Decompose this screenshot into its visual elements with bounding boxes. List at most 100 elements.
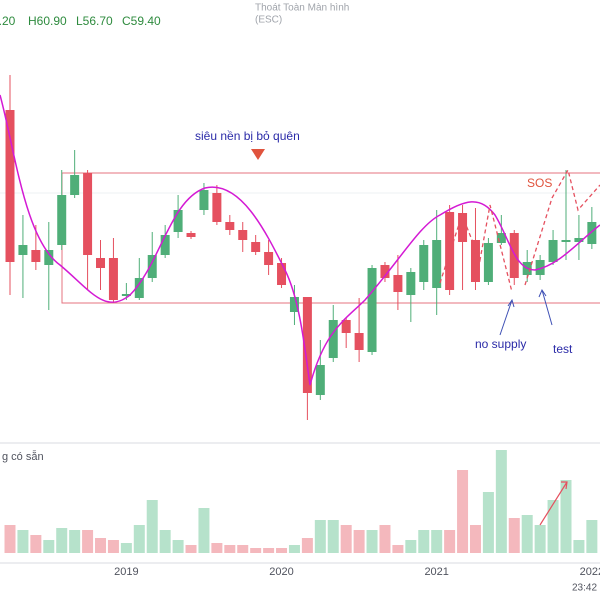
volume-bar xyxy=(314,520,326,553)
volume-bar xyxy=(133,525,145,553)
candle-body xyxy=(212,193,222,222)
candle-body xyxy=(328,320,338,358)
volume-bar xyxy=(276,548,288,553)
volume-bar xyxy=(250,548,262,553)
ohlc-close: C59.40 xyxy=(122,14,161,28)
volume-bar xyxy=(573,540,585,553)
volume-bar xyxy=(392,545,404,553)
volume-bar xyxy=(418,530,430,553)
candle-body xyxy=(134,278,144,298)
volume-bar xyxy=(198,508,210,553)
volume-bar xyxy=(586,520,598,553)
candle-body xyxy=(96,258,106,268)
candle-body xyxy=(548,240,558,262)
candle-body xyxy=(70,175,80,195)
annotation: SOS xyxy=(527,176,552,190)
path-arrows xyxy=(439,168,600,293)
candle-body xyxy=(458,213,468,242)
candle-body xyxy=(160,235,170,255)
volume-bar xyxy=(379,525,391,553)
volume-bar xyxy=(237,545,249,553)
x-tick-label: 2022 xyxy=(580,566,600,578)
candle-body xyxy=(354,333,364,350)
candle-body xyxy=(238,230,248,240)
volume-bar xyxy=(120,543,132,553)
candle-body xyxy=(44,250,54,265)
clock: 23:42 xyxy=(572,583,597,594)
volume-bar xyxy=(56,528,68,553)
volume-bar xyxy=(366,530,378,553)
candle-body xyxy=(57,195,67,245)
x-tick-label: 2021 xyxy=(424,566,448,578)
fullscreen-exit-key: (ESC) xyxy=(255,15,282,26)
volume-bar xyxy=(263,548,275,553)
volume-bar xyxy=(444,530,456,553)
candle-body xyxy=(186,233,196,237)
volume-bar xyxy=(353,530,365,553)
candle-body xyxy=(483,243,493,282)
volume-bar xyxy=(301,538,313,553)
candle-body xyxy=(83,173,93,255)
volume-bar xyxy=(107,540,119,553)
candle-body xyxy=(509,233,519,278)
annotation: test xyxy=(553,342,573,356)
volume-bar xyxy=(30,535,42,553)
annotation: no supply xyxy=(475,337,526,351)
ohlc-open: 7.20 xyxy=(0,14,16,28)
candle-body xyxy=(31,250,41,262)
volume-bar xyxy=(405,540,417,553)
candle-body xyxy=(121,294,131,296)
x-tick-label: 2020 xyxy=(269,566,293,578)
candle-body xyxy=(264,252,274,265)
candle-body xyxy=(587,222,597,244)
volume-bar xyxy=(327,520,339,553)
candle-body xyxy=(432,240,442,288)
volume-bar xyxy=(521,515,533,553)
candle-body xyxy=(574,238,584,242)
x-tick-label: 2019 xyxy=(114,566,138,578)
volume-bar xyxy=(17,530,29,553)
volume-bar xyxy=(95,538,107,553)
candle-body xyxy=(199,190,209,210)
volume-bar xyxy=(534,525,546,553)
candle-body xyxy=(341,320,351,333)
candle-body xyxy=(18,245,28,255)
volume-bar xyxy=(4,525,16,553)
volume-bar xyxy=(211,543,223,553)
candle-body xyxy=(406,272,416,295)
candle-body xyxy=(225,222,235,230)
candle-body xyxy=(470,240,480,282)
candle-body xyxy=(535,260,545,275)
volume-bar xyxy=(288,545,300,553)
volume-bar xyxy=(159,530,171,553)
volume-bar xyxy=(340,525,352,553)
candle-body xyxy=(277,263,287,285)
candle-body xyxy=(367,268,377,352)
candle-body xyxy=(496,233,506,243)
volume-bar xyxy=(43,540,55,553)
volume-bar xyxy=(495,450,507,553)
volume-bar xyxy=(224,545,236,553)
candle-body xyxy=(108,258,118,300)
pointer-lines xyxy=(499,288,553,336)
candle-body xyxy=(5,110,15,262)
volume-bar xyxy=(69,530,81,553)
candles xyxy=(4,75,598,553)
volume-bar xyxy=(172,540,184,553)
volume-bar xyxy=(185,545,197,553)
fullscreen-exit[interactable]: Thoát Toàn Màn hình xyxy=(255,3,349,14)
trend-curve xyxy=(0,94,600,386)
volume-bar xyxy=(469,525,481,553)
candle-body xyxy=(393,275,403,292)
volume-bar xyxy=(457,470,469,553)
volume-bar xyxy=(560,480,572,553)
annotation: siêu nền bị bỏ quên xyxy=(195,129,300,143)
candle-body xyxy=(315,365,325,395)
volume-bar xyxy=(508,518,520,553)
volume-bar xyxy=(547,500,559,553)
candle-body xyxy=(289,297,299,312)
candle-body xyxy=(147,255,157,278)
candle-body xyxy=(380,265,390,278)
